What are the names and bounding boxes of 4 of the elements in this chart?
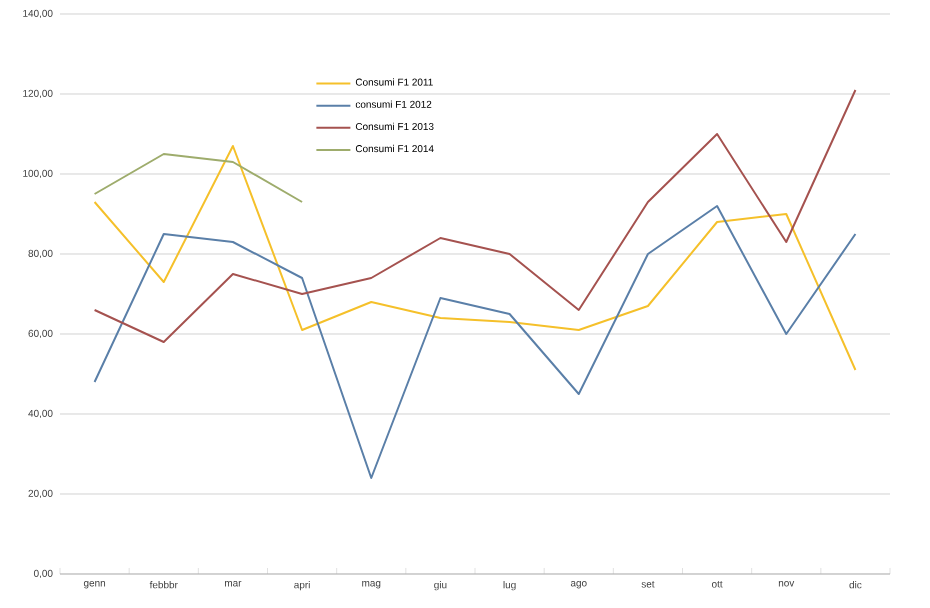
line-series (93, 144, 857, 371)
line-series (93, 204, 857, 479)
line-series (93, 88, 857, 343)
line-series (93, 152, 304, 203)
